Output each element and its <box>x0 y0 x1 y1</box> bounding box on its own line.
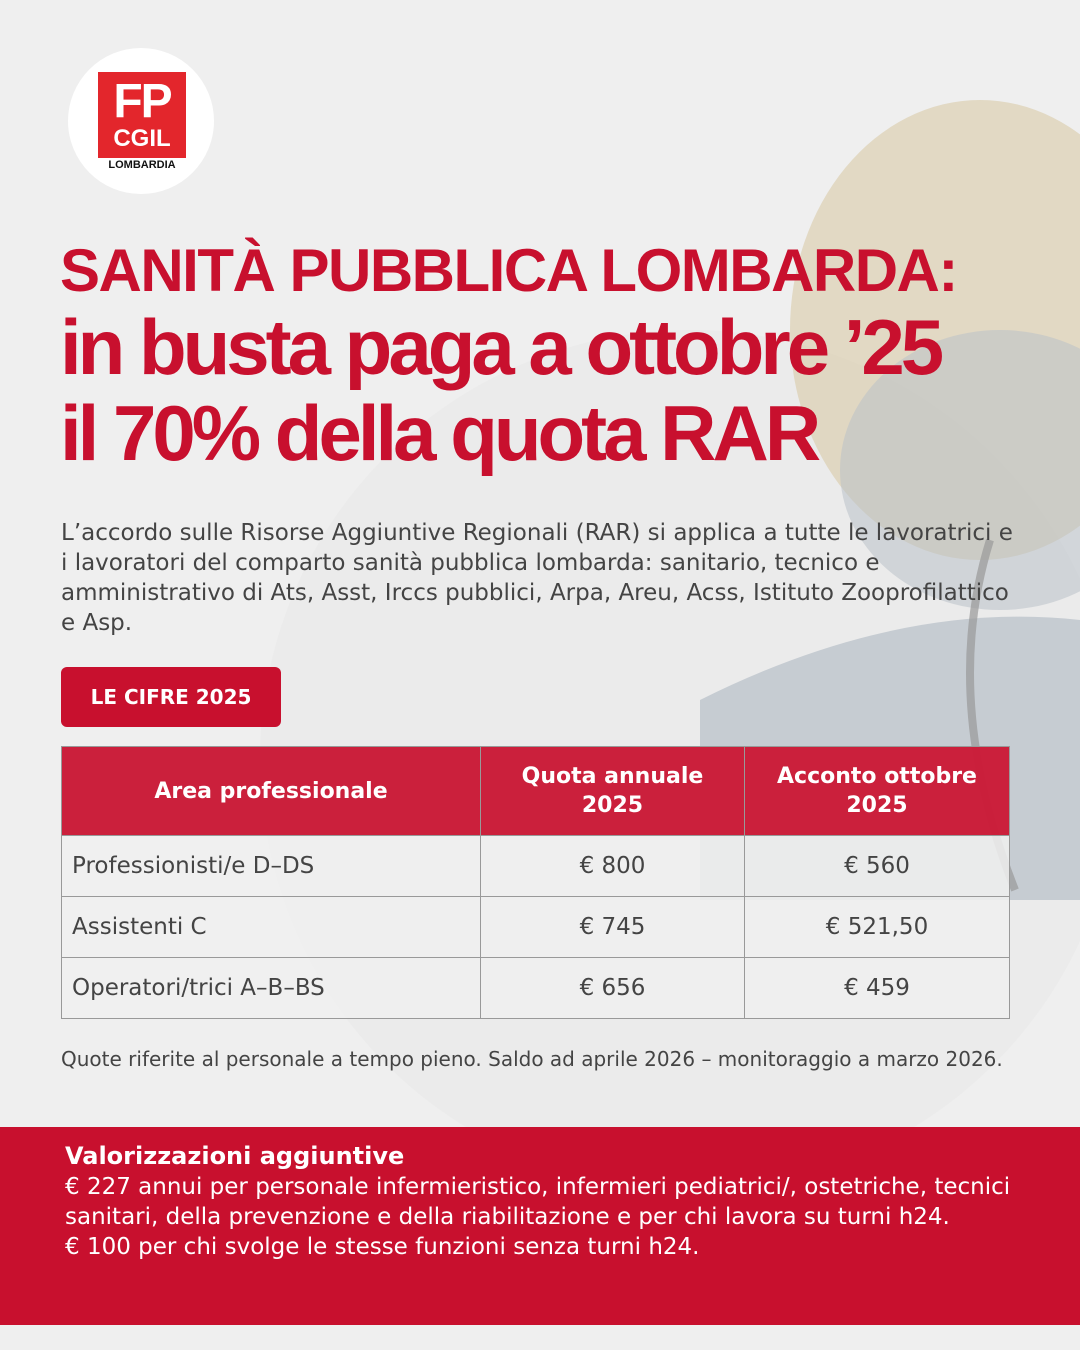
fp-cgil-logo: FP CGIL <box>98 72 186 158</box>
title-line-3: il 70% della quota RAR <box>60 389 821 477</box>
extra-heading: Valorizzazioni aggiuntive <box>65 1142 405 1170</box>
title-line-2: in busta paga a ottobre ’25 <box>60 303 944 391</box>
table-row: Professionisti/e D–DS € 800 € 560 <box>61 835 1010 897</box>
rar-table: Area professionale Quota annuale 2025 Ac… <box>61 746 1010 1019</box>
cell-acconto: € 459 <box>744 957 1010 1019</box>
page-title: SANITÀ PUBBLICA LOMBARDA: in busta paga … <box>60 237 958 477</box>
table-header-row: Area professionale Quota annuale 2025 Ac… <box>61 746 1010 836</box>
cell-quota: € 745 <box>480 896 745 958</box>
extra-line-2: € 100 per chi svolge le stesse funzioni … <box>65 1234 700 1260</box>
cell-area: Operatori/trici A–B–BS <box>61 957 481 1019</box>
cell-area: Professionisti/e D–DS <box>61 835 481 897</box>
section-label-badge: LE CIFRE 2025 <box>61 667 281 727</box>
header-area: Area professionale <box>61 746 481 836</box>
logo-fp: FP <box>113 75 172 128</box>
extra-line-1: € 227 annui per personale infermieristic… <box>65 1174 1011 1230</box>
cell-quota: € 800 <box>480 835 745 897</box>
extra-valorizations-band: Valorizzazioni aggiuntive € 227 annui pe… <box>0 1127 1080 1325</box>
cell-acconto: € 521,50 <box>744 896 1010 958</box>
cell-area: Assistenti C <box>61 896 481 958</box>
header-quota: Quota annuale 2025 <box>480 746 745 836</box>
cell-acconto: € 560 <box>744 835 1010 897</box>
table-row: Assistenti C € 745 € 521,50 <box>61 896 1010 958</box>
logo-lombardia: LOMBARDIA <box>108 159 176 171</box>
intro-paragraph: L’accordo sulle Risorse Aggiuntive Regio… <box>61 520 1013 636</box>
logo-cgil: CGIL <box>113 125 171 152</box>
table-row: Operatori/trici A–B–BS € 656 € 459 <box>61 957 1010 1019</box>
header-acconto: Acconto ottobre 2025 <box>744 746 1010 836</box>
cell-quota: € 656 <box>480 957 745 1019</box>
title-line-1: SANITÀ PUBBLICA LOMBARDA: <box>60 237 958 304</box>
footnote: Quote riferite al personale a tempo pien… <box>61 1047 1003 1071</box>
